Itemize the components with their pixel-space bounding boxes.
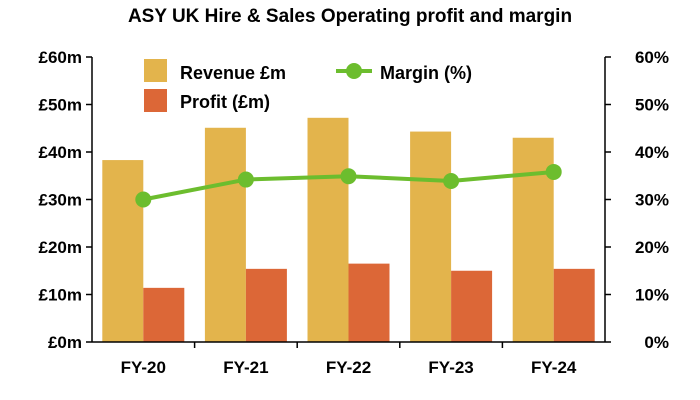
revenue-bar-fy-20 [102,160,144,342]
profit-bar-fy-23 [451,270,493,342]
profit-bar-fy-21 [245,268,287,342]
y-left-tick-label: £40m [39,143,82,162]
margin-point-fy-23 [443,172,460,189]
y-right-tick-label: 20% [635,238,669,257]
margin-point-fy-24 [545,163,562,180]
y-left-tick-label: £50m [39,96,82,115]
legend-revenue-label: Revenue £m [180,63,286,83]
legend: Revenue £m Profit (£m) Margin (%) [144,59,472,112]
revenue-bar-fy-21 [204,127,246,343]
x-tick-label: FY-20 [121,358,166,377]
legend-profit-label: Profit (£m) [180,92,270,112]
profit-bar-fy-24 [553,268,595,342]
legend-profit-swatch [144,89,167,112]
profit-bar-fy-22 [348,263,390,342]
y-right-tick-label: 30% [635,191,669,210]
profit-bar-fy-20 [143,287,185,342]
legend-margin-label: Margin (%) [380,63,472,83]
y-left-tick-label: £0m [48,333,82,352]
y-left-tick-label: £20m [39,238,82,257]
revenue-bar-fy-23 [410,131,452,342]
y-left-tick-label: £30m [39,191,82,210]
y-right-tick-label: 50% [635,96,669,115]
y-right-tick-label: 0% [644,333,669,352]
axes-layer: £0m £10m £20m £30m £40m £50m £60m 0% 10% 20% 30% 40… [39,48,669,377]
legend-margin-marker [346,63,362,79]
x-tick-label: FY-21 [223,358,268,377]
revenue-bar-fy-22 [307,117,349,342]
chart-title: ASY UK Hire & Sales Operating profit and… [127,6,573,27]
y-left-tick-label: £60m [39,48,82,67]
y-right-tick-label: 10% [635,286,669,305]
legend-revenue-swatch [144,59,167,82]
x-tick-label: FY-23 [428,358,473,377]
x-tick-label: FY-24 [531,358,577,377]
margin-point-fy-21 [237,171,254,188]
margin-point-fy-20 [135,191,152,208]
y-left-tick-label: £10m [39,286,82,305]
line-layer [135,163,562,208]
y-right-tick-label: 40% [635,143,669,162]
bars-layer [102,117,595,343]
y-right-tick-label: 60% [635,48,669,67]
x-tick-label: FY-22 [326,358,371,377]
margin-point-fy-22 [340,168,357,185]
